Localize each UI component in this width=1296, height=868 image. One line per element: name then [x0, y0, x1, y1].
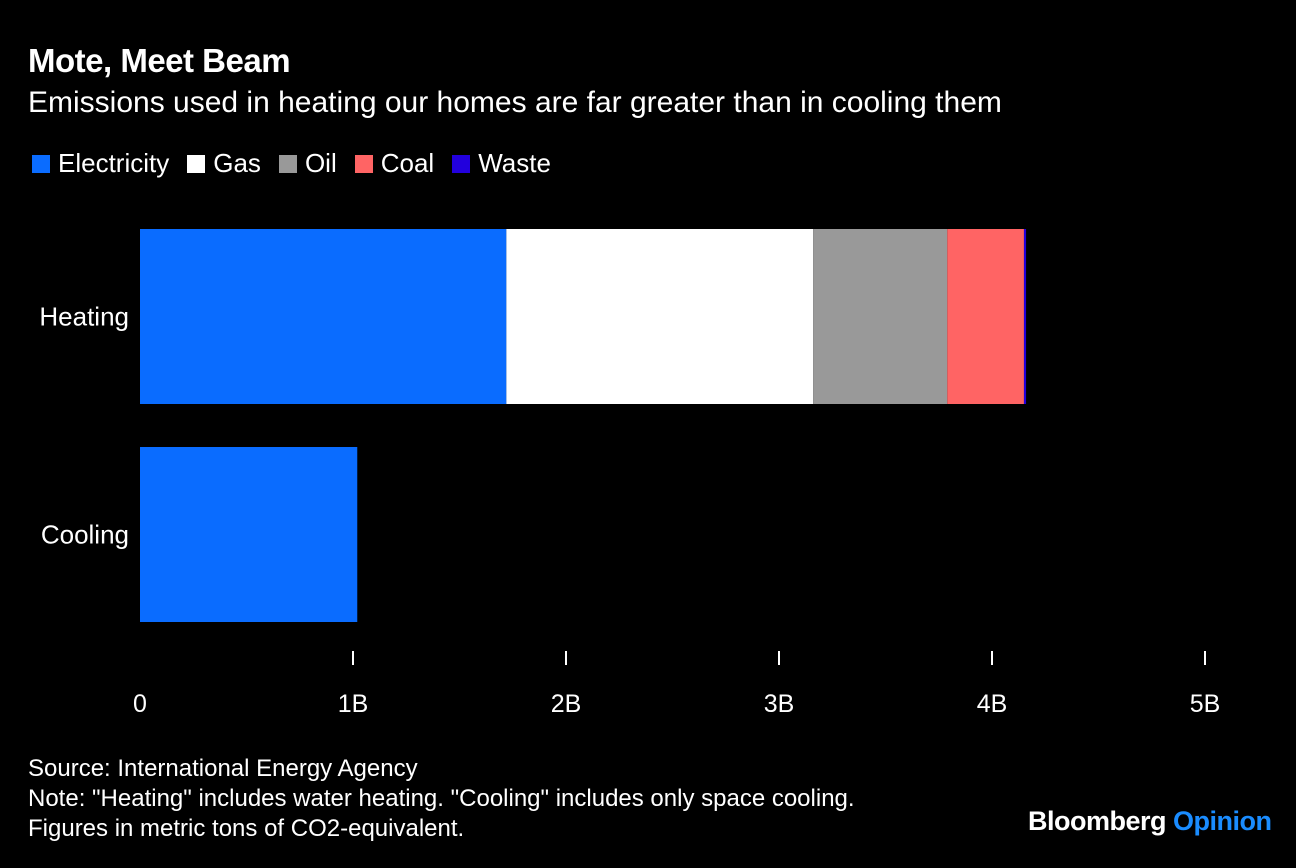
legend-swatch [452, 154, 471, 173]
x-tick-label: 4B [977, 690, 1008, 718]
legend-label: Waste [478, 148, 551, 178]
legend-label: Oil [304, 148, 337, 178]
legend-swatch [354, 154, 373, 173]
legend: Electricity Gas Oil Coal Waste [32, 148, 551, 179]
category-label-heating: Heating [39, 302, 129, 332]
legend-swatch [32, 154, 50, 173]
note: Note: "Heating" includes water heating. … [28, 785, 855, 812]
category-label-cooling: Cooling [41, 520, 129, 550]
bar-heating-oil [813, 229, 948, 404]
legend-item-waste: Waste [452, 148, 551, 179]
legend-swatch [187, 154, 206, 173]
legend-label: Coal [380, 148, 435, 178]
brand-logo: Bloomberg Opinion [1028, 806, 1272, 837]
chart-title: Mote, Meet Beam [28, 42, 291, 79]
chart-subtitle: Emissions used in heating our homes are … [28, 86, 1002, 119]
bar-heating-waste [1023, 229, 1027, 404]
legend-item-coal: Coal [354, 148, 435, 179]
x-tick-label: 3B [764, 690, 795, 718]
bar-heating-gas [506, 229, 814, 404]
bar-cooling-electricity [140, 447, 358, 622]
legend-item-oil: Oil [278, 148, 337, 179]
brand-name: Bloomberg [1028, 806, 1167, 836]
legend-item-gas: Gas [187, 148, 261, 179]
bar-heating-electricity [140, 229, 507, 404]
footer: Source: International Energy Agency Note… [28, 754, 855, 844]
x-tick-label: 2B [551, 690, 582, 718]
legend-label: Gas [213, 148, 261, 178]
brand-section: Opinion [1173, 806, 1272, 836]
x-tick-label: 5B [1190, 690, 1221, 718]
bar-heating-coal [947, 229, 1024, 404]
x-tick-label: 1B [338, 690, 369, 718]
units-note: Figures in metric tons of CO2-equivalent… [28, 815, 465, 842]
legend-label: Electricity [58, 148, 170, 178]
legend-swatch [278, 154, 297, 173]
legend-item-electricity: Electricity [32, 148, 169, 179]
x-tick-label: 0 [133, 690, 147, 718]
source-note: Source: International Energy Agency [28, 755, 418, 782]
